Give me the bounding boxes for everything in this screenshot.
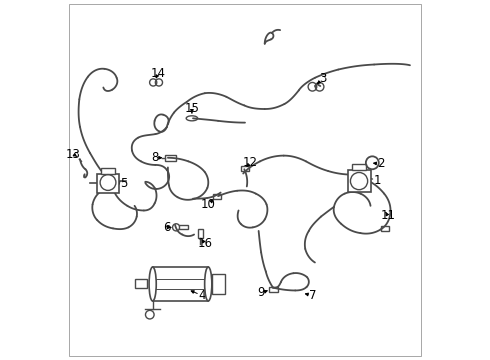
Text: 6: 6 <box>163 221 171 234</box>
Bar <box>242 166 249 171</box>
Text: 13: 13 <box>66 148 81 161</box>
Text: 11: 11 <box>380 210 395 222</box>
Bar <box>214 194 221 199</box>
Bar <box>97 174 119 193</box>
Text: 1: 1 <box>374 174 381 186</box>
Text: 12: 12 <box>243 156 258 169</box>
Bar <box>270 287 278 292</box>
Text: 7: 7 <box>309 289 316 302</box>
Text: 14: 14 <box>151 67 166 80</box>
Bar <box>179 225 188 229</box>
Bar <box>101 168 115 174</box>
Bar <box>153 267 208 301</box>
Text: 16: 16 <box>197 237 212 250</box>
Bar <box>166 155 176 161</box>
Bar <box>381 226 389 231</box>
Text: 2: 2 <box>377 157 384 170</box>
Text: 5: 5 <box>120 177 127 190</box>
Bar <box>135 279 147 288</box>
Ellipse shape <box>186 116 197 121</box>
Text: 15: 15 <box>185 103 199 116</box>
Ellipse shape <box>149 267 156 301</box>
Bar <box>352 164 366 170</box>
Bar <box>347 170 370 192</box>
Bar <box>197 229 203 238</box>
Text: 4: 4 <box>198 289 206 302</box>
Text: 8: 8 <box>151 151 158 164</box>
Text: 9: 9 <box>257 287 265 300</box>
Ellipse shape <box>205 267 212 301</box>
Text: 10: 10 <box>201 198 216 211</box>
Text: 3: 3 <box>319 72 327 85</box>
Bar <box>212 274 225 294</box>
